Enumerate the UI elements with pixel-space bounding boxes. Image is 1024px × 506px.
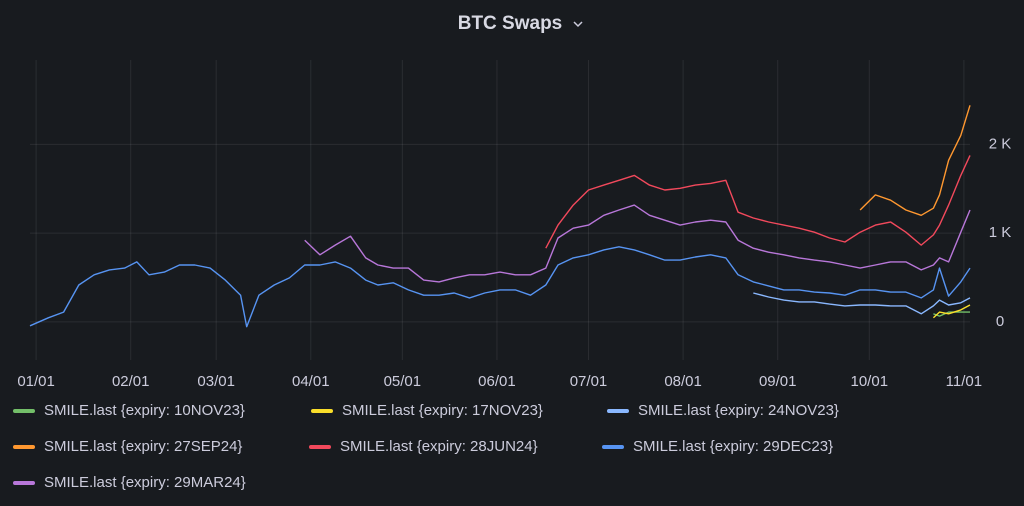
x-tick-label: 04/01 xyxy=(292,373,330,390)
legend-item[interactable]: SMILE.last {expiry: 24NOV23} xyxy=(607,402,839,419)
legend-label: SMILE.last {expiry: 24NOV23} xyxy=(638,402,839,419)
x-tick-label: 11/01 xyxy=(946,373,982,390)
plot-area: 01/01 02/01 03/01 04/01 05/01 06/01 07/01 08/01… xyxy=(17,60,1011,390)
legend-label: SMILE.last {expiry: 17NOV23} xyxy=(342,402,543,419)
x-tick-label: 02/01 xyxy=(112,373,150,390)
legend-item[interactable]: SMILE.last {expiry: 27SEP24} xyxy=(13,438,242,455)
y-tick-label: 1 K xyxy=(989,224,1012,241)
legend-item[interactable]: SMILE.last {expiry: 29MAR24} xyxy=(13,474,246,491)
x-tick-label: 08/01 xyxy=(664,373,702,390)
legend-label: SMILE.last {expiry: 28JUN24} xyxy=(340,438,538,455)
y-tick-label: 2 K xyxy=(989,135,1012,152)
x-tick-label: 10/01 xyxy=(851,373,889,390)
legend-label: SMILE.last {expiry: 29DEC23} xyxy=(633,438,833,455)
series-line xyxy=(859,105,971,216)
x-tick-label: 07/01 xyxy=(570,373,608,390)
y-tick-label: 0 xyxy=(996,313,1004,330)
series-line xyxy=(304,204,971,283)
series-line xyxy=(753,292,971,315)
title-chevron[interactable] xyxy=(573,21,583,28)
chart-title: BTC Swaps xyxy=(458,13,563,34)
x-tick-label: 03/01 xyxy=(197,373,235,390)
legend-item[interactable]: SMILE.last {expiry: 10NOV23} xyxy=(13,402,245,419)
legend-item[interactable]: SMILE.last {expiry: 28JUN24} xyxy=(309,438,538,455)
legend-label: SMILE.last {expiry: 29MAR24} xyxy=(44,474,246,491)
legend-item[interactable]: SMILE.last {expiry: 29DEC23} xyxy=(602,438,833,455)
legend-label: SMILE.last {expiry: 10NOV23} xyxy=(44,402,245,419)
series-line xyxy=(933,311,970,317)
x-tick-label: 05/01 xyxy=(384,373,422,390)
series-line xyxy=(932,304,971,319)
series-line xyxy=(545,155,971,249)
legend-label: SMILE.last {expiry: 27SEP24} xyxy=(44,438,242,455)
series-line xyxy=(29,246,971,328)
x-tick-label: 01/01 xyxy=(17,373,55,390)
legend: SMILE.last {expiry: 10NOV23} SMILE.last {… xyxy=(13,402,839,491)
x-tick-label: 06/01 xyxy=(478,373,516,390)
x-tick-label: 09/01 xyxy=(759,373,797,390)
legend-item[interactable]: SMILE.last {expiry: 17NOV23} xyxy=(311,402,543,419)
